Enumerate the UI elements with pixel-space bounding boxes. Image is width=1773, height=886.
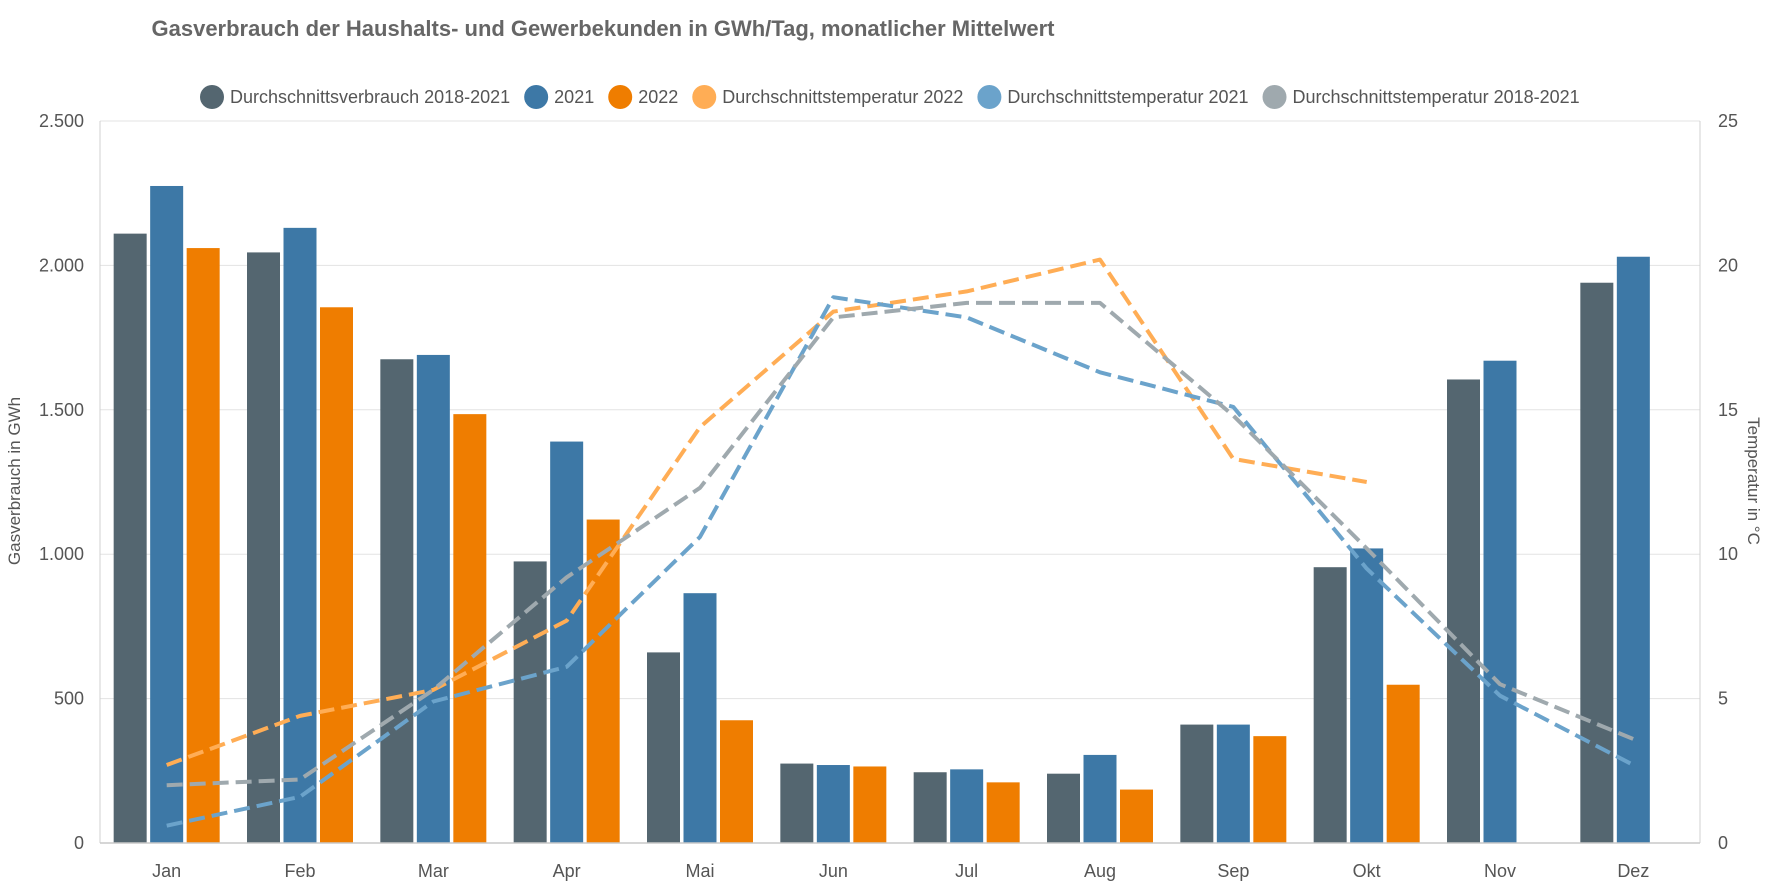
bar xyxy=(913,772,947,843)
x-tick-label: Sep xyxy=(1217,861,1249,881)
x-tick-label: Mar xyxy=(418,861,449,881)
y-left-tick-label: 2.000 xyxy=(39,255,84,275)
legend-label: 2021 xyxy=(554,87,594,107)
legend-label: Durchschnittstemperatur 2021 xyxy=(1007,87,1248,107)
temperature-line xyxy=(166,295,1635,828)
legend-label: Durchschnittstemperatur 2018-2021 xyxy=(1293,87,1580,107)
bar xyxy=(1253,736,1287,843)
bar xyxy=(1313,567,1347,843)
bar xyxy=(720,720,753,843)
bar xyxy=(513,561,547,843)
legend-item[interactable]: 2022 xyxy=(608,85,678,109)
bar xyxy=(247,252,280,844)
y-right-tick-label: 10 xyxy=(1718,544,1738,564)
legend-marker xyxy=(524,85,549,109)
bar xyxy=(780,763,814,843)
legend: Durchschnittsverbrauch 2018-2021 2021 2022… xyxy=(200,85,1580,109)
x-tick-label: Jul xyxy=(955,861,978,881)
y-right-axis-title: Temperatur in °C xyxy=(1744,417,1763,545)
axes: 0 500 1.000 1.500 2.000 2.500 0 5 10 15 20 25 Jan Feb… xyxy=(39,111,1738,881)
temperature-line xyxy=(166,300,1635,788)
bar xyxy=(186,248,220,843)
legend-label: 2022 xyxy=(638,87,678,107)
bar xyxy=(986,782,1020,843)
bar xyxy=(1216,724,1250,843)
line-series xyxy=(166,257,1635,828)
bar xyxy=(416,354,450,843)
legend-item[interactable]: Durchschnittstemperatur 2022 xyxy=(692,85,963,109)
x-tick-label: Nov xyxy=(1484,861,1516,881)
bar xyxy=(1083,754,1117,843)
bar xyxy=(1386,684,1420,843)
legend-item[interactable]: 2021 xyxy=(524,85,594,109)
bar xyxy=(1580,282,1614,843)
y-left-tick-label: 1.500 xyxy=(39,400,84,420)
bar xyxy=(150,185,184,844)
x-tick-label: Apr xyxy=(553,861,581,881)
bar xyxy=(1447,379,1480,843)
y-right-tick-label: 0 xyxy=(1718,833,1728,853)
legend-label: Durchschnittsverbrauch 2018-2021 xyxy=(230,87,510,107)
bar xyxy=(550,441,584,843)
bar xyxy=(1120,789,1153,843)
legend-item[interactable]: Durchschnittstemperatur 2021 xyxy=(977,85,1249,109)
y-left-tick-label: 0 xyxy=(74,833,84,853)
y-left-tick-label: 2.500 xyxy=(39,111,84,131)
legend-item[interactable]: Durchschnittsverbrauch 2018-2021 xyxy=(200,85,510,109)
y-left-tick-label: 1.000 xyxy=(39,544,84,564)
legend-marker xyxy=(200,85,224,109)
bar xyxy=(380,359,414,843)
y-right-tick-label: 25 xyxy=(1718,111,1738,131)
x-tick-label: Okt xyxy=(1353,861,1381,881)
bar xyxy=(453,414,487,843)
bar xyxy=(853,766,887,843)
x-tick-label: Dez xyxy=(1617,861,1649,881)
legend-marker xyxy=(692,85,717,109)
bar xyxy=(950,769,984,843)
legend-label: Durchschnittstemperatur 2022 xyxy=(722,87,963,107)
x-tick-label: Jun xyxy=(819,861,848,881)
bar xyxy=(1616,256,1650,844)
bar xyxy=(647,652,680,843)
x-tick-label: Feb xyxy=(284,861,315,881)
bar xyxy=(320,307,353,843)
x-tick-label: Aug xyxy=(1084,861,1116,881)
bar xyxy=(1180,724,1214,843)
legend-marker xyxy=(977,85,1002,109)
legend-marker xyxy=(608,85,633,109)
bar xyxy=(816,765,850,843)
bar xyxy=(1350,548,1384,843)
bar-series xyxy=(113,185,1650,844)
bar xyxy=(1047,773,1080,843)
y-right-tick-label: 15 xyxy=(1718,400,1738,420)
bar xyxy=(113,233,147,843)
bar xyxy=(283,227,317,843)
x-tick-label: Jan xyxy=(152,861,181,881)
x-tick-label: Mai xyxy=(685,861,714,881)
chart-title: Gasverbrauch der Haushalts- und Gewerbek… xyxy=(152,16,1056,41)
bar xyxy=(586,519,620,843)
bar xyxy=(1483,360,1517,843)
y-left-tick-label: 500 xyxy=(54,689,84,709)
y-left-axis-title: Gasverbrauch in GWh xyxy=(5,397,24,565)
y-right-tick-label: 20 xyxy=(1718,255,1738,275)
legend-item[interactable]: Durchschnittstemperatur 2018-2021 xyxy=(1262,85,1580,109)
y-right-tick-label: 5 xyxy=(1718,689,1728,709)
legend-marker xyxy=(1262,85,1287,109)
bar xyxy=(683,593,717,843)
